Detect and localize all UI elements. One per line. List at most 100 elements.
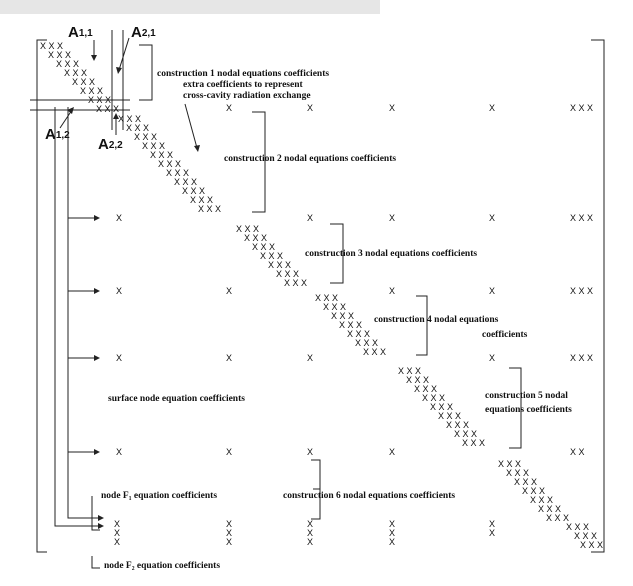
svg-text:X X X: X X X: [56, 59, 79, 69]
svg-text:X X X: X X X: [252, 242, 275, 252]
svg-text:X X X: X X X: [347, 329, 370, 339]
svg-text:X X X: X X X: [546, 513, 569, 523]
svg-text:X X X: X X X: [198, 204, 221, 214]
svg-text:X X X: X X X: [580, 540, 603, 550]
svg-text:X: X: [114, 519, 120, 529]
left-guide-bracket: [54, 107, 100, 527]
c5-annotation-line1: construction 5 nodal: [485, 391, 568, 401]
left-guide-inner: [67, 107, 100, 519]
svg-text:X: X: [389, 519, 395, 529]
svg-text:X X: X X: [570, 447, 585, 457]
svg-text:X X X: X X X: [438, 411, 461, 421]
svg-text:X X X: X X X: [566, 522, 589, 532]
svg-text:X X X: X X X: [268, 260, 291, 270]
svg-text:X X X: X X X: [454, 429, 477, 439]
svg-text:X X X: X X X: [166, 168, 189, 178]
a12-label: A1,2: [45, 126, 70, 143]
svg-text:X: X: [226, 103, 232, 113]
svg-text:X X X: X X X: [126, 123, 149, 133]
svg-text:X: X: [307, 528, 313, 538]
svg-text:X: X: [116, 213, 122, 223]
svg-text:X X X: X X X: [570, 353, 593, 363]
svg-text:X X X: X X X: [446, 420, 469, 430]
svg-text:X X X: X X X: [323, 302, 346, 312]
svg-text:X X X: X X X: [430, 402, 453, 412]
svg-text:X X X: X X X: [236, 224, 259, 234]
svg-text:X: X: [489, 213, 495, 223]
c1-annotation: construction 1 nodal equations coefficie…: [157, 69, 329, 79]
c1-bracket: [139, 44, 153, 101]
svg-text:X: X: [114, 528, 120, 538]
svg-text:X: X: [389, 447, 395, 457]
svg-text:X X X: X X X: [158, 159, 181, 169]
svg-text:X: X: [389, 213, 395, 223]
svg-text:X X X: X X X: [48, 50, 71, 60]
svg-text:X X X: X X X: [406, 375, 429, 385]
svg-text:X X X: X X X: [574, 531, 597, 541]
svg-text:X X X: X X X: [72, 77, 95, 87]
a21-arrowhead: [116, 67, 122, 74]
c2-bracket: [252, 111, 266, 213]
svg-text:X: X: [226, 353, 232, 363]
svg-text:X: X: [116, 447, 122, 457]
extra-coefficients-arrowhead: [194, 145, 200, 152]
c3-bracket: [330, 223, 344, 284]
svg-text:X X X: X X X: [244, 233, 267, 243]
svg-text:X X X: X X X: [190, 195, 213, 205]
a11-label: A1,1: [68, 24, 93, 41]
f1-annotation: node F₁ equation coefficients: [101, 491, 217, 501]
svg-text:X X X: X X X: [134, 132, 157, 142]
a11-arrowhead: [91, 55, 97, 61]
svg-text:X: X: [389, 286, 395, 296]
svg-text:X X X: X X X: [182, 186, 205, 196]
svg-text:X X X: X X X: [570, 286, 593, 296]
f2-annotation: node F₂ equation coefficients: [104, 561, 220, 571]
svg-text:X: X: [307, 519, 313, 529]
svg-text:X X X: X X X: [522, 486, 545, 496]
coupling-rows: X X X X X X X X X X X X X X X X X X X X …: [116, 103, 593, 457]
svg-text:X: X: [489, 353, 495, 363]
svg-text:X X X: X X X: [118, 114, 141, 124]
c3-annotation: construction 3 nodal equations coefficie…: [305, 249, 477, 259]
svg-text:X: X: [226, 447, 232, 457]
c4-annotation-line2: coefficients: [482, 330, 528, 340]
svg-text:X X X: X X X: [80, 86, 103, 96]
svg-text:X X X: X X X: [570, 103, 593, 113]
a21-label: A2,1: [131, 24, 156, 41]
svg-text:X X X: X X X: [142, 141, 165, 151]
c5-bracket: [509, 367, 522, 449]
svg-text:X X X: X X X: [506, 468, 529, 478]
svg-text:X: X: [489, 103, 495, 113]
svg-text:X X X: X X X: [538, 504, 561, 514]
svg-text:X X X: X X X: [570, 213, 593, 223]
svg-text:X X X: X X X: [363, 347, 386, 357]
svg-text:X: X: [226, 286, 232, 296]
c4-bracket: [416, 295, 428, 356]
extra-annotation-line1: extra coefficients to represent: [183, 80, 304, 90]
diagonal-blocks: X X X X X X X X X X X X X X X X X X X X …: [40, 41, 603, 550]
a12-arrow: [59, 109, 73, 129]
svg-text:X X X: X X X: [88, 95, 111, 105]
svg-text:X: X: [307, 447, 313, 457]
row-pointer-arrows: [68, 215, 104, 529]
svg-text:X X X: X X X: [260, 251, 283, 261]
left-matrix-bracket: [36, 39, 47, 553]
svg-text:X: X: [489, 286, 495, 296]
svg-text:X X X: X X X: [355, 338, 378, 348]
node-f-rows: X X X X X X X X X X X X X X: [114, 519, 495, 547]
svg-text:X X X: X X X: [414, 384, 437, 394]
a22-label: A2,2: [98, 136, 123, 153]
c2-annotation: construction 2 nodal equations coefficie…: [224, 154, 396, 164]
f1-bracket: [91, 496, 100, 531]
svg-text:X: X: [307, 213, 313, 223]
c6-annotation: construction 6 nodal equations coefficie…: [283, 491, 455, 501]
svg-text:X: X: [389, 103, 395, 113]
svg-text:X: X: [226, 528, 232, 538]
surface-annotation: surface node equation coefficients: [108, 394, 245, 404]
svg-text:X X X: X X X: [398, 366, 421, 376]
svg-text:X: X: [226, 519, 232, 529]
svg-text:X: X: [226, 537, 232, 547]
svg-text:X X X: X X X: [462, 438, 485, 448]
f2-bracket: [91, 556, 100, 569]
